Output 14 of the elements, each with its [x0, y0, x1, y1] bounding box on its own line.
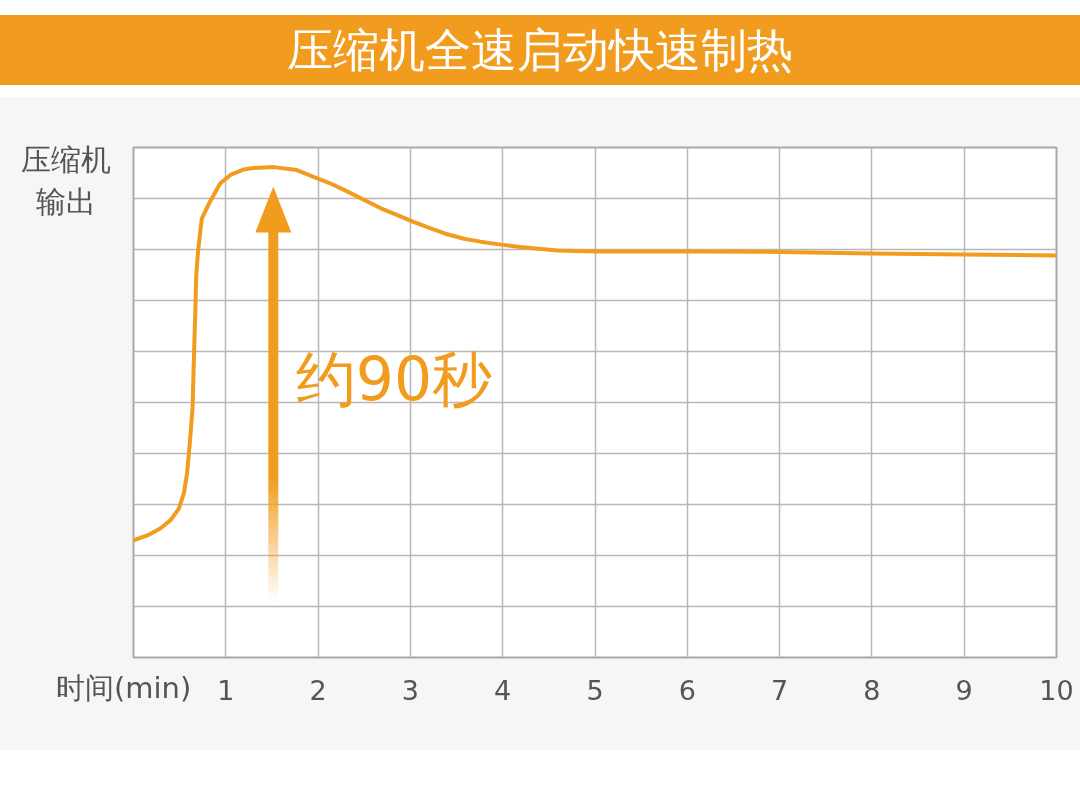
y-axis-title: 压缩机输出	[19, 141, 112, 221]
x-tick-label: 8	[863, 674, 881, 706]
x-tick-label: 9	[955, 674, 973, 706]
x-tick-label: 2	[309, 674, 327, 706]
chart-title: 压缩机全速启动快速制热	[287, 22, 793, 79]
x-axis-title: 时间(min)	[56, 670, 192, 707]
annotation: 约90秒	[295, 343, 493, 414]
x-tick-label: 10	[1039, 674, 1074, 706]
x-tick-label: 6	[678, 674, 696, 706]
x-tick-label: 1	[217, 674, 235, 706]
x-tick-label: 3	[401, 674, 419, 706]
x-tick-label: 7	[771, 674, 789, 706]
x-tick-label: 5	[586, 674, 604, 706]
x-tick-label: 4	[494, 674, 512, 706]
